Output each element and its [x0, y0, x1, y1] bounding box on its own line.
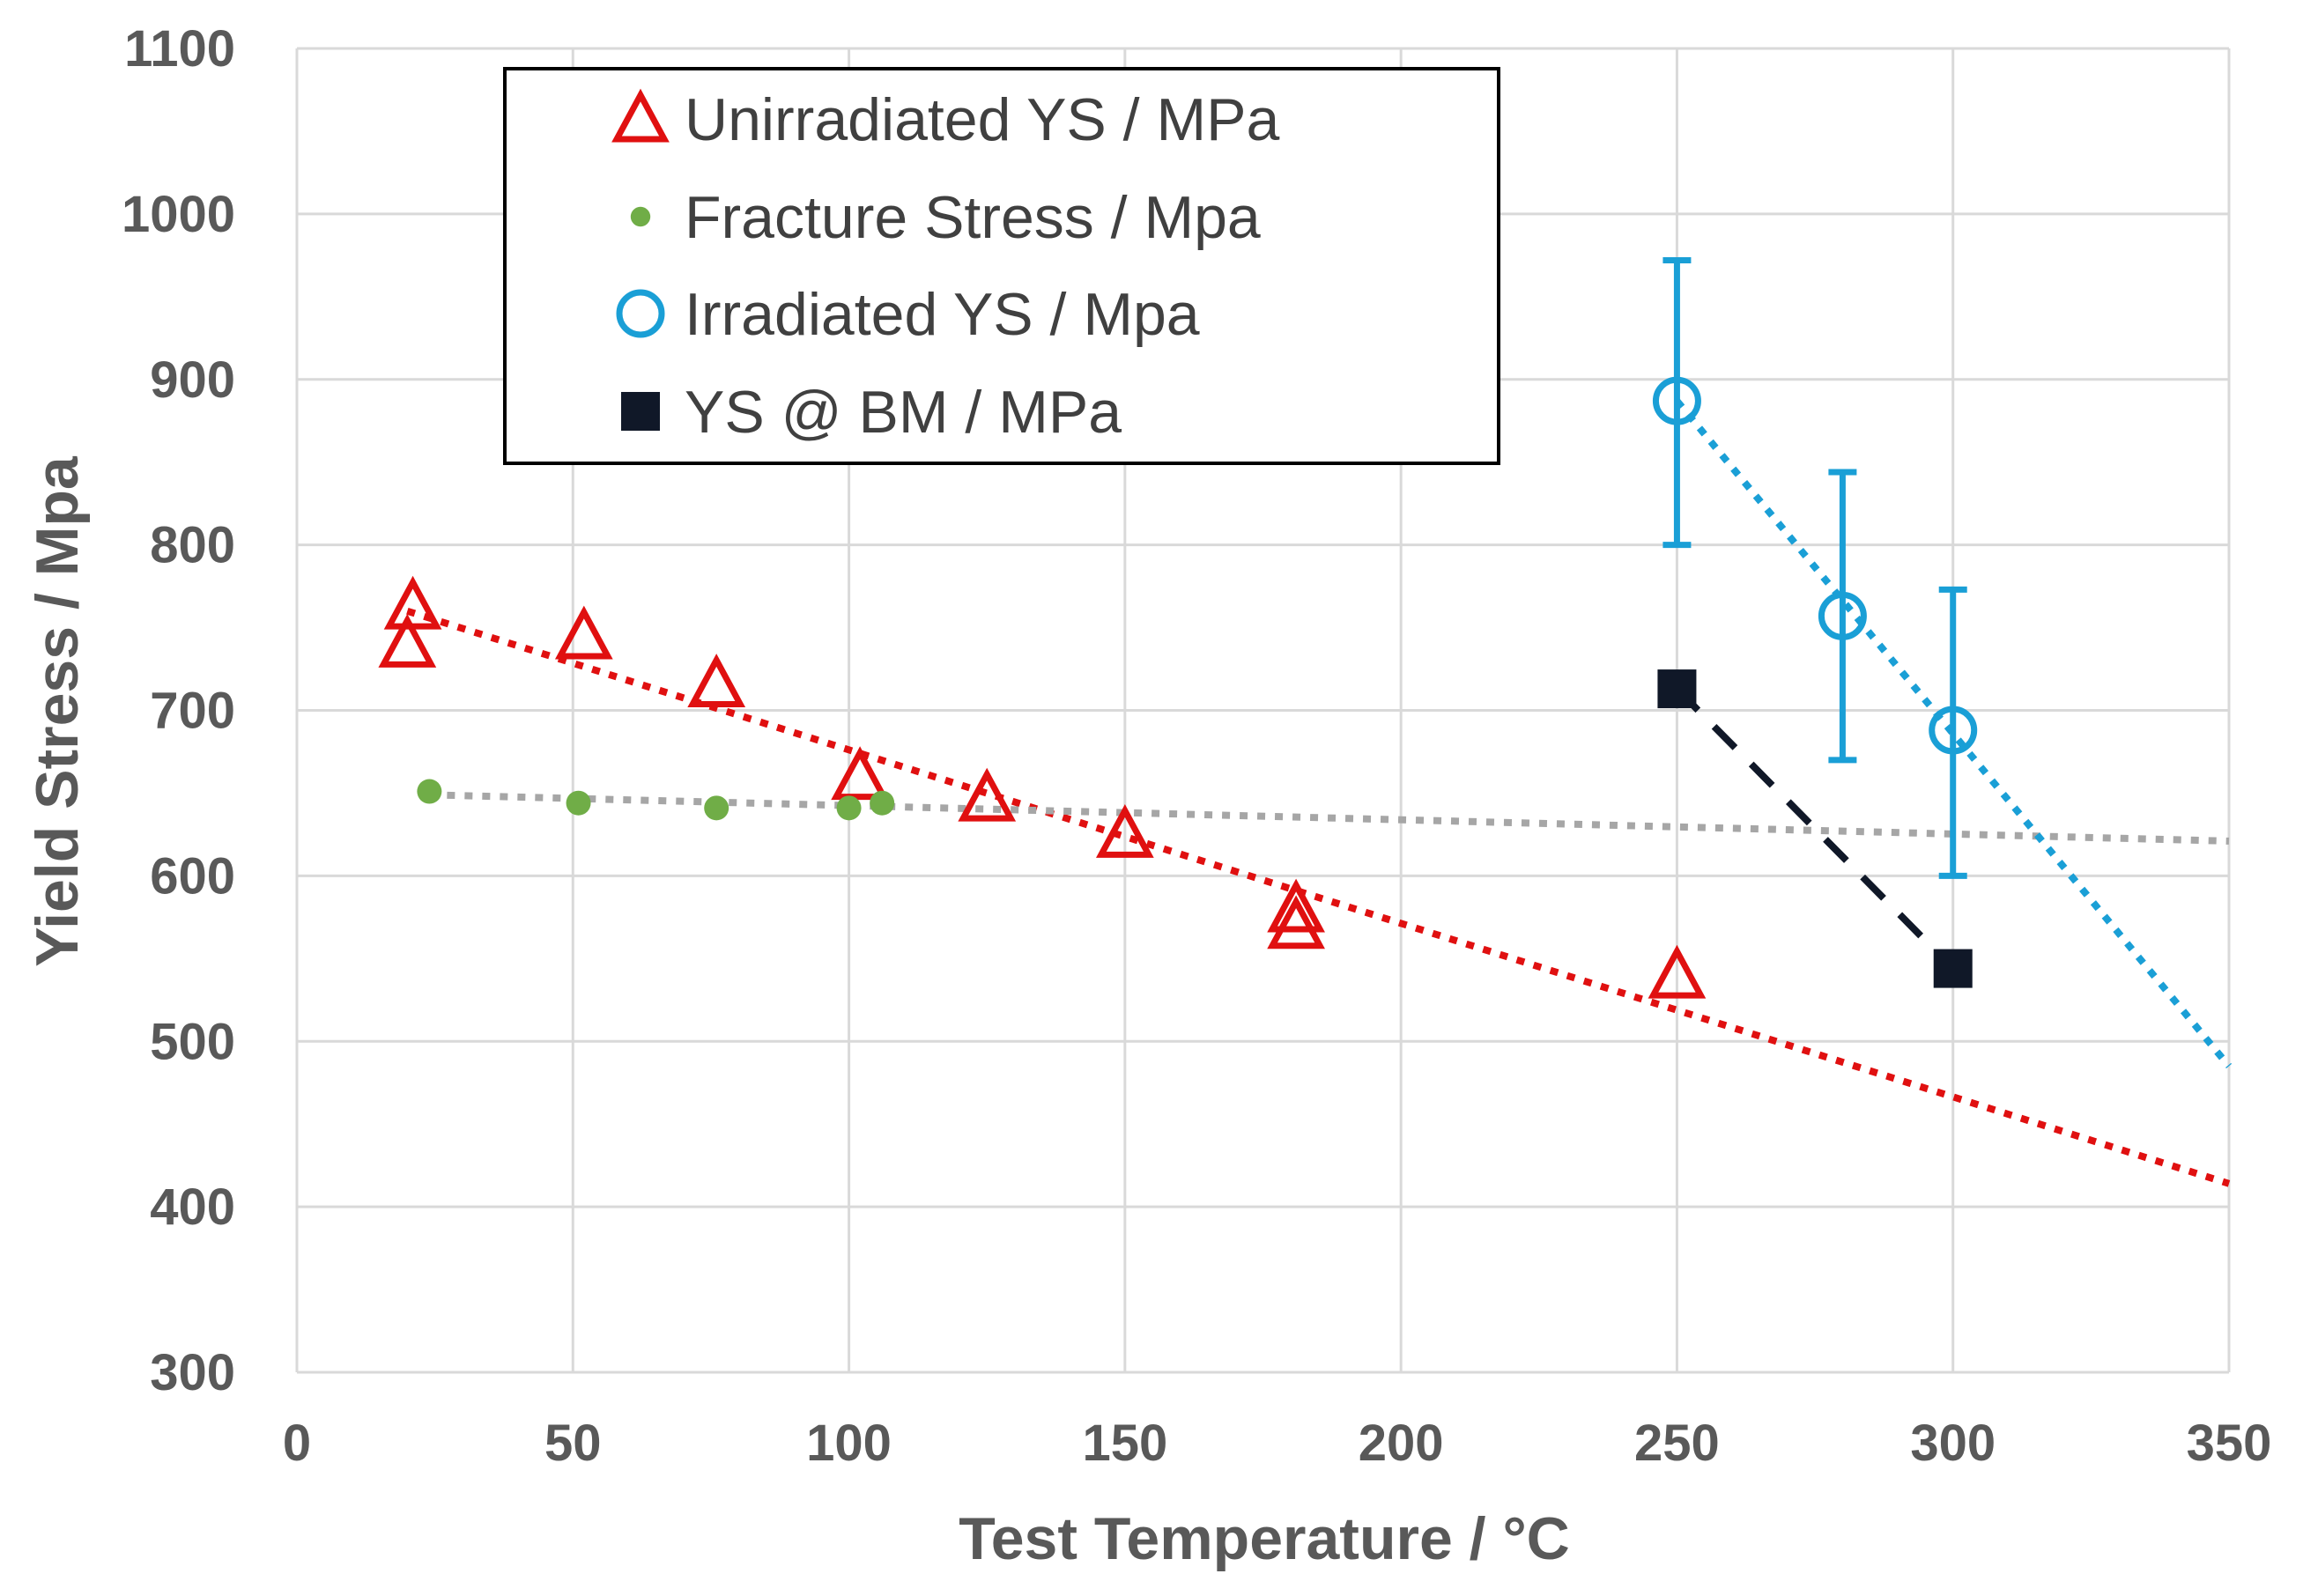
y-axis-title: Yield Stress / Mpa [24, 455, 91, 967]
data-point [958, 767, 1017, 822]
data-point [704, 795, 729, 821]
data-point [1095, 804, 1154, 858]
tick-labels: 300 400 500 600 700 800 900 1000 1100 0 50 100 150 20… [122, 20, 2271, 1472]
legend-label: Unirradiated YS / MPa [685, 86, 1279, 153]
y-tick-label: 800 [150, 517, 235, 574]
y-tick-label: 500 [150, 1013, 235, 1070]
data-point [378, 613, 437, 668]
data-point [1929, 706, 1978, 755]
x-tick-label: 250 [1634, 1415, 1720, 1472]
y-tick-label: 900 [150, 351, 235, 409]
data-point [1818, 591, 1867, 640]
y-tick-label: 600 [150, 847, 235, 905]
y-tick-label: 400 [150, 1179, 235, 1236]
data-point [566, 790, 591, 816]
data-point [1657, 669, 1697, 709]
trendline [1674, 686, 1956, 972]
error-bars [1662, 256, 1967, 879]
data-point [1267, 895, 1325, 949]
legend-marker [611, 88, 670, 143]
x-tick-label: 150 [1082, 1415, 1167, 1472]
x-tick-label: 300 [1910, 1415, 1996, 1472]
y-tick-label: 300 [150, 1344, 235, 1401]
legend-marker [621, 392, 660, 431]
data-markers [378, 376, 1978, 999]
data-point [836, 795, 862, 821]
legend-marker [616, 289, 665, 338]
trendline [429, 791, 2230, 845]
data-point [687, 654, 746, 707]
data-point [1267, 878, 1325, 933]
x-axis-title: Test Temperature / °C [959, 1505, 1570, 1572]
y-tick-label: 700 [150, 683, 235, 740]
legend-box [503, 67, 1500, 465]
legend-label: Fracture Stress / Mpa [685, 184, 1261, 251]
data-point [417, 779, 442, 804]
data-point [870, 790, 895, 816]
x-tick-label: 350 [2187, 1415, 2272, 1472]
trendline [1674, 398, 2233, 1068]
data-point [831, 746, 889, 801]
x-tick-label: 200 [1359, 1415, 1444, 1472]
legend-label: Irradiated YS / Mpa [685, 281, 1200, 348]
legend-label: YS @ BM / MPa [685, 379, 1122, 446]
x-tick-label: 0 [283, 1415, 311, 1472]
data-point [1933, 949, 1973, 988]
legend-marker [630, 206, 651, 227]
data-point [1652, 376, 1701, 425]
y-tick-label: 1000 [122, 186, 235, 243]
data-point [554, 605, 613, 660]
legend: Unirradiated YS / MPa Fracture Stress / M… [503, 67, 1500, 465]
x-tick-label: 50 [544, 1415, 602, 1472]
y-tick-label: 1100 [124, 20, 235, 78]
data-point [1648, 944, 1707, 999]
x-tick-label: 100 [806, 1415, 892, 1472]
